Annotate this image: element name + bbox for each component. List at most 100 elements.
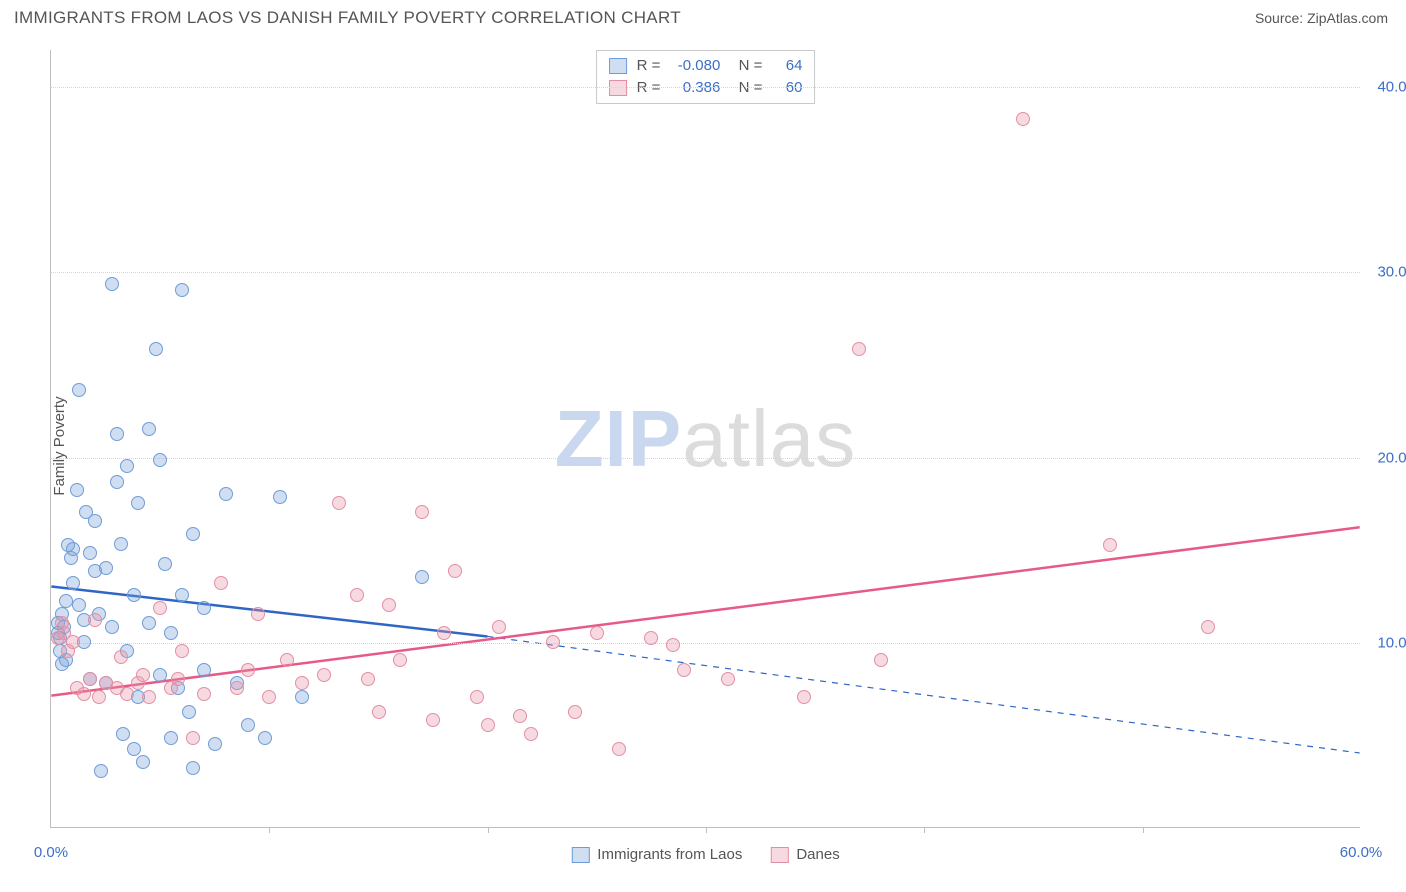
scatter-point-laos (142, 422, 156, 436)
gridline (51, 272, 1360, 273)
scatter-point-laos (164, 626, 178, 640)
scatter-point-danes (492, 620, 506, 634)
scatter-point-laos (136, 755, 150, 769)
scatter-point-laos (127, 742, 141, 756)
scatter-point-danes (350, 588, 364, 602)
scatter-point-laos (186, 527, 200, 541)
scatter-point-danes (415, 505, 429, 519)
scatter-point-danes (262, 690, 276, 704)
scatter-point-laos (114, 537, 128, 551)
scatter-point-danes (175, 644, 189, 658)
scatter-point-danes (114, 650, 128, 664)
scatter-point-danes (197, 687, 211, 701)
stats-box: R =-0.080 N =64R =0.386 N =60 (596, 50, 816, 104)
scatter-point-danes (77, 687, 91, 701)
scatter-point-laos (66, 542, 80, 556)
gridline (51, 458, 1360, 459)
scatter-point-laos (241, 718, 255, 732)
scatter-point-laos (110, 427, 124, 441)
y-tick-label: 20.0% (1366, 449, 1406, 466)
watermark-atlas: atlas (682, 394, 856, 483)
chart-source: Source: ZipAtlas.com (1255, 10, 1388, 26)
scatter-point-laos (295, 690, 309, 704)
scatter-point-danes (437, 626, 451, 640)
scatter-point-laos (105, 620, 119, 634)
scatter-point-laos (153, 668, 167, 682)
scatter-point-danes (874, 653, 888, 667)
scatter-point-danes (546, 635, 560, 649)
scatter-point-laos (105, 277, 119, 291)
stats-n-label: N = (730, 55, 762, 77)
scatter-point-laos (175, 588, 189, 602)
scatter-point-danes (524, 727, 538, 741)
legend-item-danes: Danes (770, 846, 839, 863)
x-tick-label: 60.0% (1340, 844, 1383, 861)
scatter-point-danes (83, 672, 97, 686)
scatter-point-danes (361, 672, 375, 686)
chart-plot-area: ZIPatlas R =-0.080 N =64R =0.386 N =60 I… (50, 50, 1360, 828)
scatter-point-danes (644, 631, 658, 645)
legend-label: Immigrants from Laos (597, 846, 742, 863)
scatter-point-laos (70, 483, 84, 497)
scatter-point-laos (197, 663, 211, 677)
scatter-point-danes (230, 681, 244, 695)
scatter-point-danes (171, 672, 185, 686)
scatter-point-danes (393, 653, 407, 667)
scatter-point-laos (110, 475, 124, 489)
scatter-point-danes (153, 601, 167, 615)
scatter-point-danes (142, 690, 156, 704)
scatter-point-laos (127, 588, 141, 602)
scatter-point-danes (280, 653, 294, 667)
scatter-point-danes (214, 576, 228, 590)
y-tick-label: 10.0% (1366, 634, 1406, 651)
scatter-point-danes (426, 713, 440, 727)
watermark: ZIPatlas (555, 393, 856, 485)
scatter-point-danes (241, 663, 255, 677)
scatter-point-laos (142, 616, 156, 630)
scatter-point-laos (88, 514, 102, 528)
legend-swatch (770, 847, 788, 863)
stats-row-laos: R =-0.080 N =64 (609, 55, 803, 77)
scatter-point-danes (317, 668, 331, 682)
scatter-point-laos (59, 594, 73, 608)
scatter-point-danes (677, 663, 691, 677)
legend-swatch (571, 847, 589, 863)
y-tick-label: 40.0% (1366, 79, 1406, 96)
trend-lines-layer (51, 50, 1360, 827)
scatter-point-laos (415, 570, 429, 584)
scatter-point-danes (1016, 112, 1030, 126)
scatter-point-laos (219, 487, 233, 501)
stats-n-value: 64 (772, 55, 802, 77)
watermark-zip: ZIP (555, 394, 682, 483)
scatter-point-danes (470, 690, 484, 704)
scatter-point-danes (797, 690, 811, 704)
x-tick-mark (924, 827, 925, 833)
scatter-point-danes (295, 676, 309, 690)
scatter-point-laos (182, 705, 196, 719)
scatter-point-danes (513, 709, 527, 723)
scatter-point-laos (175, 283, 189, 297)
scatter-point-danes (448, 564, 462, 578)
scatter-point-danes (120, 687, 134, 701)
legend-swatch (609, 58, 627, 74)
scatter-point-danes (481, 718, 495, 732)
scatter-point-danes (186, 731, 200, 745)
gridline (51, 87, 1360, 88)
scatter-point-laos (208, 737, 222, 751)
scatter-point-danes (568, 705, 582, 719)
scatter-point-danes (251, 607, 265, 621)
scatter-point-danes (666, 638, 680, 652)
x-tick-mark (706, 827, 707, 833)
scatter-point-laos (153, 453, 167, 467)
scatter-point-laos (158, 557, 172, 571)
scatter-point-laos (116, 727, 130, 741)
scatter-point-laos (72, 598, 86, 612)
scatter-point-laos (83, 546, 97, 560)
scatter-point-danes (136, 668, 150, 682)
scatter-point-danes (721, 672, 735, 686)
scatter-point-danes (88, 613, 102, 627)
scatter-point-danes (1103, 538, 1117, 552)
scatter-point-laos (72, 383, 86, 397)
bottom-legend: Immigrants from Laos Danes (571, 846, 839, 863)
gridline (51, 643, 1360, 644)
